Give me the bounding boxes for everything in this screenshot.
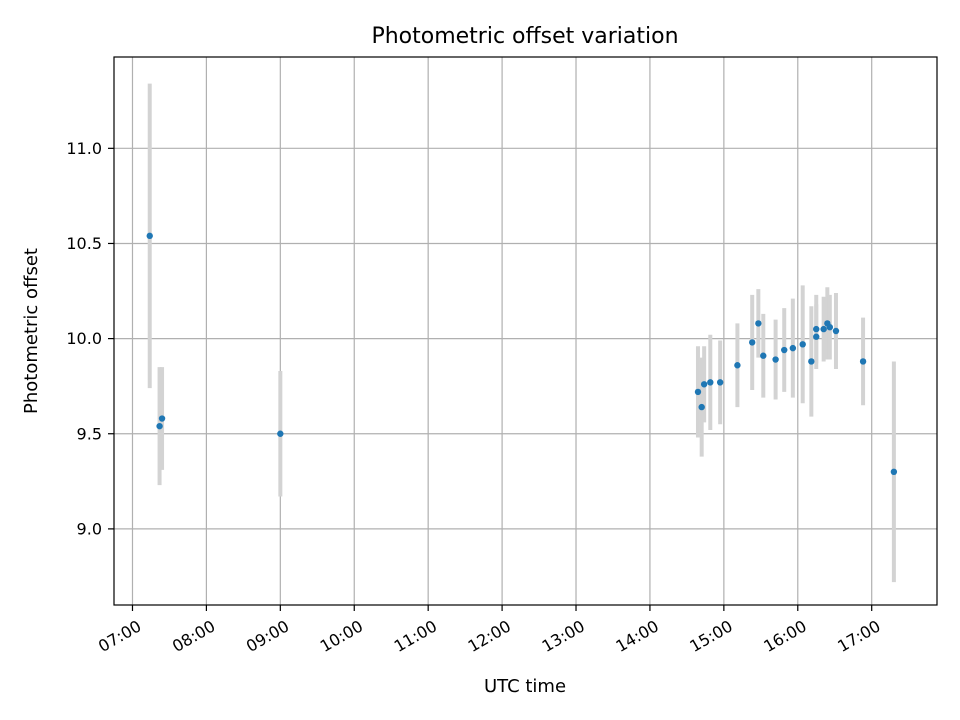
y-tick-label: 9.5 bbox=[77, 424, 102, 443]
data-point bbox=[832, 327, 840, 335]
data-point bbox=[755, 320, 762, 327]
data-point bbox=[156, 422, 163, 430]
x-axis-label: UTC time bbox=[484, 676, 566, 697]
data-point bbox=[772, 356, 779, 363]
y-tick-label: 9.0 bbox=[77, 519, 102, 538]
y-tick-label: 10.0 bbox=[66, 329, 102, 348]
data-point bbox=[808, 358, 815, 365]
data-point bbox=[799, 341, 806, 348]
data-point bbox=[813, 333, 820, 340]
marker-layer bbox=[146, 232, 898, 476]
data-point bbox=[820, 325, 827, 333]
data-point bbox=[158, 415, 166, 422]
plot-frame bbox=[113, 56, 938, 606]
data-point bbox=[789, 344, 797, 352]
data-point bbox=[734, 362, 741, 369]
data-point bbox=[716, 379, 724, 386]
grid-layer bbox=[114, 57, 937, 605]
data-point bbox=[813, 325, 820, 333]
data-point bbox=[707, 379, 714, 386]
data-point bbox=[826, 323, 834, 331]
data-point bbox=[760, 352, 767, 359]
data-point bbox=[748, 339, 756, 346]
data-point bbox=[859, 358, 867, 365]
y-axis-label: Photometric offset bbox=[21, 248, 42, 414]
y-tick-label: 10.5 bbox=[66, 234, 102, 253]
data-point bbox=[781, 346, 788, 354]
data-point bbox=[698, 403, 705, 411]
data-point bbox=[694, 388, 702, 396]
data-point bbox=[700, 381, 708, 388]
y-tick-label: 11.0 bbox=[66, 139, 102, 158]
data-point bbox=[146, 232, 153, 240]
data-point bbox=[277, 430, 284, 437]
y-tick-layer: 9.0 9.5 10.0 10.5 11.0 bbox=[66, 139, 114, 538]
chart-title: Photometric offset variation bbox=[371, 24, 678, 49]
data-point bbox=[890, 468, 898, 476]
